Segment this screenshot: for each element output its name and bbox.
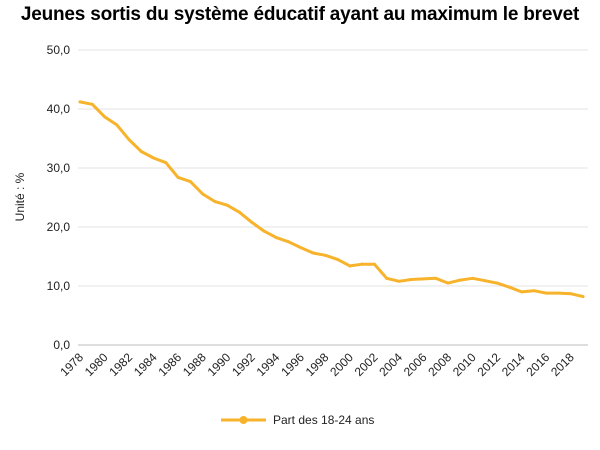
data-point [127,138,131,142]
data-point [103,115,107,119]
data-point [471,276,475,280]
y-tick-label: 20,0 [47,220,71,234]
data-point [115,123,119,127]
x-tick-label: 2004 [376,350,405,379]
x-tick-label: 1978 [57,350,86,379]
x-tick-label: 2002 [352,350,381,379]
y-tick-label: 30,0 [47,161,71,175]
data-point [397,279,401,283]
data-point [262,229,266,233]
data-point [569,292,573,296]
data-point [495,281,499,285]
x-tick-label: 2000 [327,350,356,379]
data-point [250,220,254,224]
data-point [237,210,241,214]
data-point [323,253,327,257]
data-point [299,246,303,250]
data-point [520,290,524,294]
data-point [78,100,82,104]
data-point [287,240,291,244]
data-point [544,291,548,295]
data-point [213,200,217,204]
y-tick-label: 50,0 [47,43,71,57]
data-point [532,289,536,293]
data-point [422,277,426,281]
data-point [90,102,94,106]
data-point [176,175,180,179]
data-point [483,279,487,283]
data-point [188,180,192,184]
y-tick-label: 10,0 [47,279,71,293]
series-line [78,100,585,299]
x-tick-label: 1994 [254,350,283,379]
series-layer [78,100,585,299]
x-tick-label: 1986 [155,350,184,379]
gridlines [78,49,588,346]
data-point [336,257,340,261]
data-point [152,156,156,160]
legend-label: Part des 18-24 ans [273,413,374,427]
data-point [458,278,462,282]
x-tick-label: 1984 [131,350,160,379]
data-point [164,161,168,165]
data-point [409,278,413,282]
x-tick-label: 1996 [278,350,307,379]
x-tick-label: 2012 [474,350,503,379]
data-point [446,281,450,285]
data-point [581,295,585,299]
data-point [139,149,143,153]
y-axis-title: Unité : % [13,172,27,221]
data-point [201,192,205,196]
x-tick-label: 1992 [229,350,258,379]
data-point [385,276,389,280]
data-point [372,262,376,266]
data-point [311,251,315,255]
legend: Part des 18-24 ans [221,413,374,427]
y-axis-ticks: 0,0 10,0 20,0 30,0 40,0 50,0 [47,43,71,352]
x-tick-label: 1988 [180,350,209,379]
x-tick-label: 2018 [548,350,577,379]
chart-title: Jeunes sortis du système éducatif ayant … [20,4,580,25]
data-point [507,285,511,289]
y-tick-label: 40,0 [47,102,71,116]
y-tick-label: 0,0 [53,338,70,352]
data-point [360,262,364,266]
x-tick-label: 2010 [450,350,479,379]
x-tick-label: 1980 [82,350,111,379]
x-axis-ticks: 1978198019821984198619881990199219941996… [57,350,577,379]
x-tick-label: 1982 [106,350,135,379]
x-tick-label: 2016 [524,350,553,379]
data-point [225,203,229,207]
x-tick-label: 1990 [205,350,234,379]
data-point [434,276,438,280]
data-point [274,236,278,240]
x-tick-label: 2014 [499,350,528,379]
x-tick-label: 2006 [401,350,430,379]
data-point [348,264,352,268]
legend-swatch-marker [239,416,248,424]
data-point [556,291,560,295]
x-tick-label: 2008 [425,350,454,379]
x-tick-label: 1998 [303,350,332,379]
